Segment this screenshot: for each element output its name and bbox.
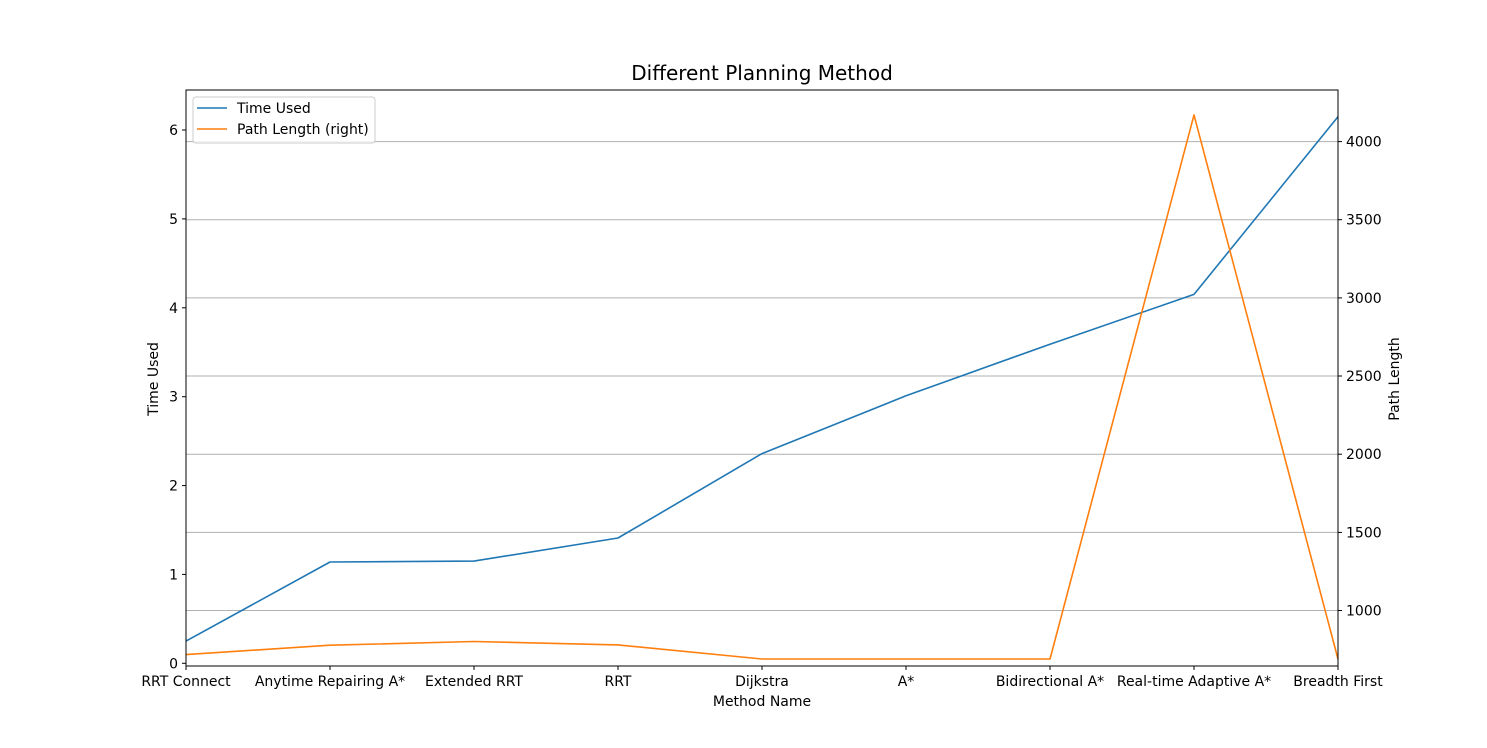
left-y-tick-label: 5 [169,212,178,228]
left-y-tick-label: 0 [169,656,178,672]
x-tick-label: Real-time Adaptive A* [1117,674,1271,690]
right-y-tick-label: 2500 [1346,369,1382,385]
x-tick-label: Extended RRT [425,674,523,690]
right-y-tick-label: 1000 [1346,604,1382,620]
x-axis-ticks: RRT Connect Anytime Repairing A* Extended … [141,666,1383,690]
left-y-axis-ticks: 0 1 2 3 4 5 6 [169,123,186,672]
x-tick-label: Dijkstra [735,674,789,690]
x-tick-label: RRT [605,674,632,690]
right-y-tick-label: 2000 [1346,447,1382,463]
legend-box [192,96,376,144]
x-axis-label: Method Name [713,694,811,710]
legend-label-time-used: Time Used [236,101,311,117]
right-y-tick-label: 4000 [1346,135,1382,151]
right-y-tick-label: 1500 [1346,525,1382,541]
legend: Time Used Path Length (right) [192,96,376,144]
x-tick-label: Bidirectional A* [996,674,1104,690]
x-tick-label: Breadth First [1293,674,1383,690]
left-y-tick-label: 6 [169,123,178,139]
series-line-time-used [185,116,1339,642]
right-y-axis-ticks: 1000 1500 2000 2500 3000 3500 4000 [1338,135,1382,620]
right-y-axis-label: Path Length [1387,337,1403,421]
legend-label-path-length: Path Length (right) [237,122,369,138]
left-y-tick-label: 4 [169,301,178,317]
left-y-tick-label: 2 [169,479,178,495]
x-tick-label: Anytime Repairing A* [255,674,405,690]
left-y-axis-label: Time Used [146,342,162,417]
x-tick-label: RRT Connect [141,674,231,690]
right-y-tick-label: 3500 [1346,213,1382,229]
x-tick-label: A* [898,674,915,690]
left-y-tick-label: 1 [169,567,178,583]
chart-title: Different Planning Method [631,61,893,85]
series-line-path-length [185,114,1339,660]
right-y-tick-label: 3000 [1346,291,1382,307]
left-y-tick-label: 3 [169,390,178,406]
series-lines [185,114,1339,660]
